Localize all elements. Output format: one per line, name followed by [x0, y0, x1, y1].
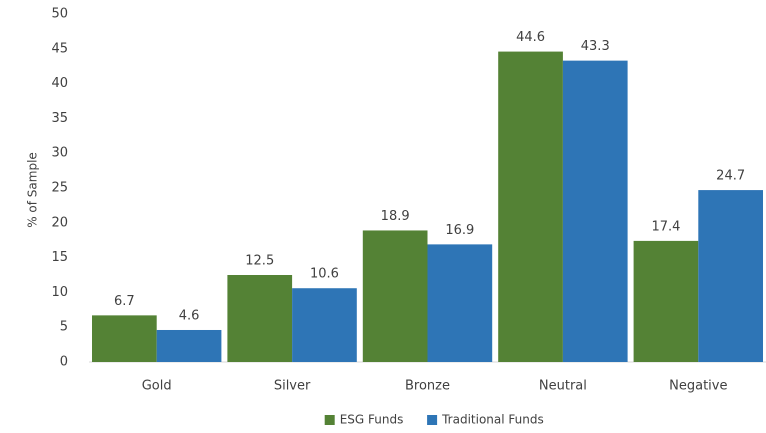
x-tick-label: Bronze: [405, 379, 450, 394]
legend-swatch: [427, 415, 438, 425]
bar: [362, 230, 428, 362]
y-tick-label: 40: [51, 76, 68, 91]
x-tick-label: Silver: [274, 379, 311, 394]
bar: [562, 60, 628, 363]
bar: [698, 190, 763, 362]
data-label: 10.6: [310, 267, 339, 282]
bar: [427, 244, 493, 362]
data-label: 17.4: [651, 219, 680, 234]
data-label: 24.7: [716, 169, 745, 184]
y-tick-label: 30: [51, 146, 68, 161]
y-tick-label: 50: [51, 7, 68, 22]
y-tick-label: 35: [51, 111, 68, 126]
data-label: 12.5: [245, 254, 274, 269]
x-tick-label: Negative: [669, 379, 727, 394]
y-axis-label: % of Sample: [26, 152, 40, 228]
data-label: 4.6: [179, 308, 200, 323]
bar: [498, 51, 563, 363]
data-label: 44.6: [516, 30, 545, 45]
bar: [92, 315, 157, 362]
legend-swatch: [324, 415, 335, 425]
y-tick-label: 0: [60, 355, 68, 370]
bar: [292, 288, 357, 362]
data-label: 18.9: [381, 209, 410, 224]
y-tick-label: 10: [51, 285, 68, 300]
y-tick-label: 15: [51, 250, 68, 265]
bar: [227, 275, 293, 362]
bar: [633, 240, 699, 362]
y-tick-label: 20: [51, 215, 68, 230]
data-label: 6.7: [114, 294, 135, 309]
data-label: 16.9: [445, 223, 474, 238]
legend-label: ESG Funds: [340, 413, 404, 427]
y-tick-label: 5: [60, 320, 68, 335]
x-tick-label: Neutral: [539, 379, 587, 394]
bar: [156, 329, 222, 362]
y-tick-label: 45: [51, 41, 68, 56]
legend-label: Traditional Funds: [441, 413, 544, 427]
x-tick-label: Gold: [142, 379, 172, 394]
data-label: 43.3: [581, 39, 610, 54]
y-tick-label: 25: [51, 181, 68, 196]
